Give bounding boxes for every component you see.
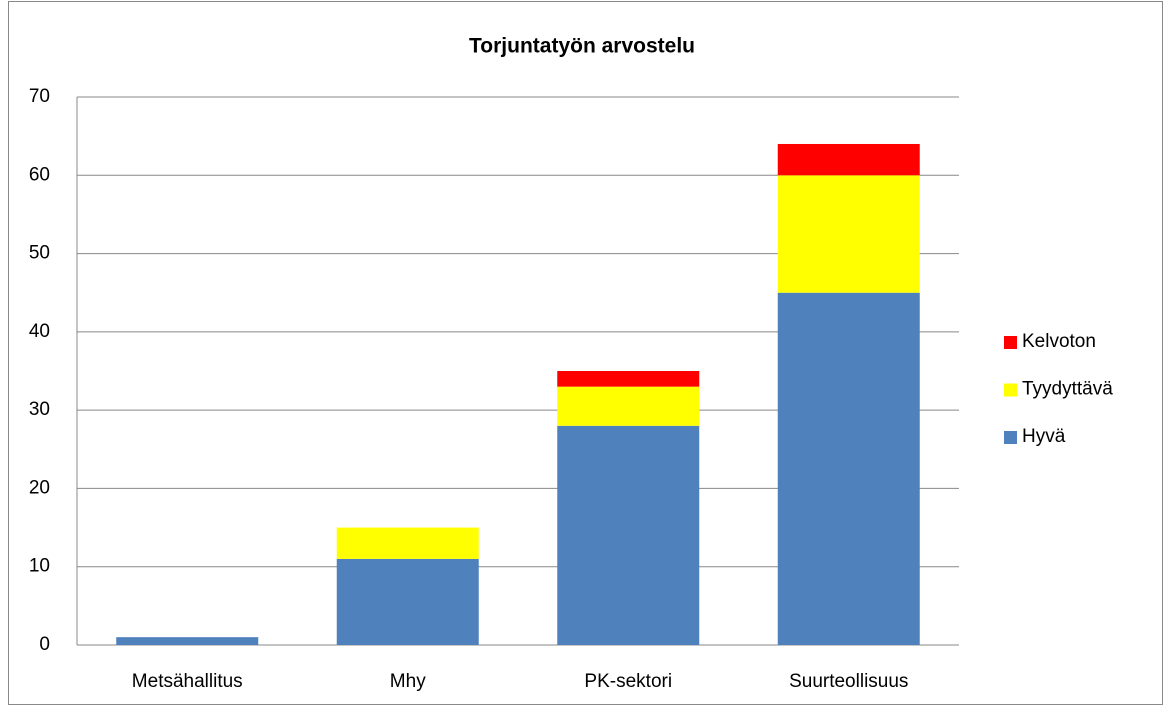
chart-title: Torjuntatyön arvostelu: [469, 35, 695, 58]
legend-swatch: [1004, 431, 1017, 444]
y-tick-label: 40: [29, 321, 50, 342]
x-tick-label: Suurteollisuus: [789, 671, 908, 692]
x-tick-label: Metsähallitus: [132, 671, 243, 692]
y-tick-label: 20: [29, 477, 50, 498]
bar-segment: [777, 292, 920, 645]
x-tick-label: PK-sektori: [584, 671, 672, 692]
bar-segment: [336, 527, 479, 559]
legend-label: Hyvä: [1022, 426, 1066, 447]
y-tick-label: 70: [29, 86, 50, 107]
legend-label: Kelvoton: [1022, 331, 1096, 352]
bar-segment: [557, 371, 700, 387]
bar-segment: [777, 175, 920, 293]
y-tick-label: 30: [29, 399, 50, 420]
legend-swatch: [1004, 383, 1017, 397]
bar-segment: [557, 425, 700, 645]
y-tick-label: 0: [39, 634, 50, 655]
y-tick-label: 60: [29, 164, 50, 185]
x-tick-label: Mhy: [390, 671, 426, 692]
y-tick-label: 50: [29, 243, 50, 264]
bar-segment: [116, 637, 259, 645]
bar-segment: [557, 386, 700, 426]
bar-segment: [777, 143, 920, 176]
legend-label: Tyydyttävä: [1022, 379, 1113, 400]
y-tick-label: 10: [29, 556, 50, 577]
bar-segment: [336, 558, 479, 645]
legend-swatch: [1004, 336, 1017, 349]
